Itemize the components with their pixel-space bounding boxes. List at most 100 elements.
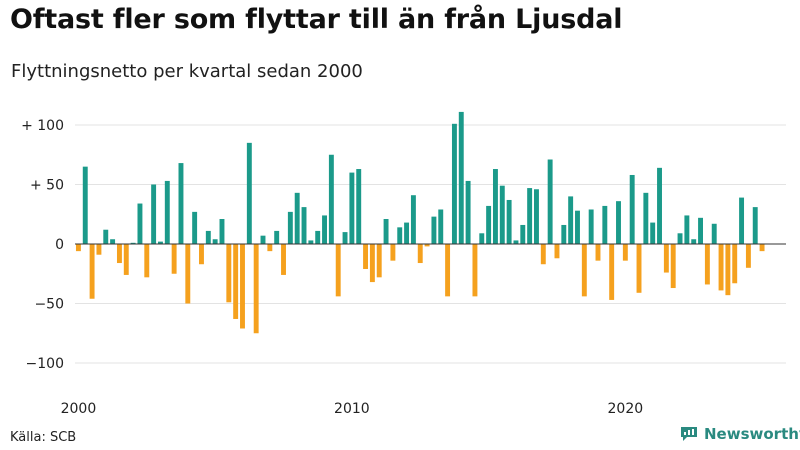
bar-2021Q1 [650,222,656,244]
bar-2015Q3 [499,185,505,244]
x-axis-labels: 2000 2010 2020 [61,401,644,417]
bar-2024Q3 [745,244,751,268]
bar-2003Q3 [171,244,177,274]
bar-2020Q1 [622,244,628,261]
bar-2009Q1 [322,215,327,244]
bar-2021Q3 [663,244,669,273]
bar-2019Q3 [609,244,615,300]
bar-2010Q3 [363,244,369,269]
bar-2023Q4 [725,244,731,296]
bar-2000Q3 [89,244,95,299]
bar-2012Q4 [424,244,430,247]
brand-logo[interactable]: Newsworthy [679,425,800,443]
bar-2019Q1 [595,244,601,261]
bar-2014Q3 [472,244,478,297]
bar-2013Q4 [451,123,457,244]
y-tick-label: −50 [34,297,64,313]
x-tick-label: 2000 [61,401,97,417]
bar-2016Q3 [527,188,533,244]
bar-2007Q2 [274,230,280,244]
bar-2002Q3 [144,244,150,278]
bar-2013Q1 [431,216,437,244]
bar-2016Q1 [513,240,519,244]
bar-2006Q1 [240,244,245,329]
chart-title: Oftast fler som flyttar till än från Lju… [10,4,623,35]
bar-2002Q4 [151,184,157,244]
bar-2023Q1 [704,244,710,285]
bar-2001Q1 [103,229,109,244]
bar-2020Q4 [643,192,649,244]
bars [75,111,765,334]
bar-2001Q3 [116,244,122,264]
bar-2023Q3 [718,244,724,291]
bar-2017Q2 [547,159,553,244]
bar-2009Q4 [342,232,348,244]
bar-2019Q4 [616,201,621,244]
bar-2014Q4 [479,233,485,244]
bar-2010Q1 [349,172,355,244]
bar-2018Q4 [588,209,594,244]
bar-2008Q1 [294,192,300,244]
bar-2012Q3 [417,244,423,264]
bar-2012Q1 [404,222,410,244]
y-tick-label: + 50 [30,178,64,194]
bar-2000Q4 [96,244,102,255]
bar-2009Q2 [328,154,334,244]
bar-2004Q2 [192,211,198,244]
bar-2010Q4 [369,244,375,283]
bar-2017Q1 [540,244,546,265]
bar-2000Q1 [75,244,81,252]
bar-2023Q2 [711,223,717,244]
bar-2014Q1 [458,111,464,244]
bar-2005Q3 [226,244,232,303]
x-tick-label: 2020 [608,401,644,417]
x-tick-label: 2010 [334,401,370,417]
bar-2006Q4 [260,235,266,244]
bar-2003Q4 [178,163,184,244]
bar-2021Q4 [670,244,676,289]
bar-2008Q4 [315,230,321,244]
bar-2024Q2 [739,197,745,244]
bar-2004Q4 [205,230,211,244]
bar-2022Q4 [698,217,703,244]
bar-2011Q3 [390,244,396,261]
bar-2011Q4 [397,227,403,244]
chart-subtitle: Flyttningsnetto per kvartal sedan 2000 [11,61,363,82]
bar-2020Q2 [629,174,635,244]
bar-2004Q3 [199,244,204,265]
bar-2013Q2 [438,209,444,244]
bar-2003Q1 [158,241,163,244]
bar-2012Q2 [410,195,416,244]
bar-2022Q1 [677,233,683,244]
bar-2002Q2 [137,203,143,244]
bar-2007Q3 [281,244,286,275]
bar-2020Q3 [636,244,642,293]
newsworthy-logo-icon [681,427,697,441]
bar-2009Q3 [335,244,341,297]
bar-2005Q4 [233,244,239,319]
bar-2017Q4 [561,224,567,244]
brand-name: Newsworthy [704,425,800,443]
bar-2022Q2 [684,215,690,244]
bar-2000Q2 [82,166,88,244]
bar-2004Q1 [185,244,191,304]
bar-2003Q2 [164,180,170,244]
bar-2007Q1 [267,244,273,252]
bar-2006Q2 [246,142,252,244]
bar-2017Q3 [554,244,560,259]
bar-2019Q2 [602,205,608,244]
bar-2005Q2 [219,219,225,244]
bar-2006Q3 [253,244,259,334]
bar-2015Q2 [492,169,498,244]
bar-2008Q2 [301,207,307,244]
bar-2011Q1 [376,244,382,278]
bar-2011Q2 [383,219,389,244]
gridlines [75,124,786,364]
bar-2024Q4 [752,207,758,244]
bar-2010Q2 [356,169,362,244]
bar-2025Q1 [759,244,765,252]
source-label: Källa: SCB [10,430,77,445]
y-tick-label: −100 [26,356,64,372]
bar-2015Q4 [506,199,512,244]
